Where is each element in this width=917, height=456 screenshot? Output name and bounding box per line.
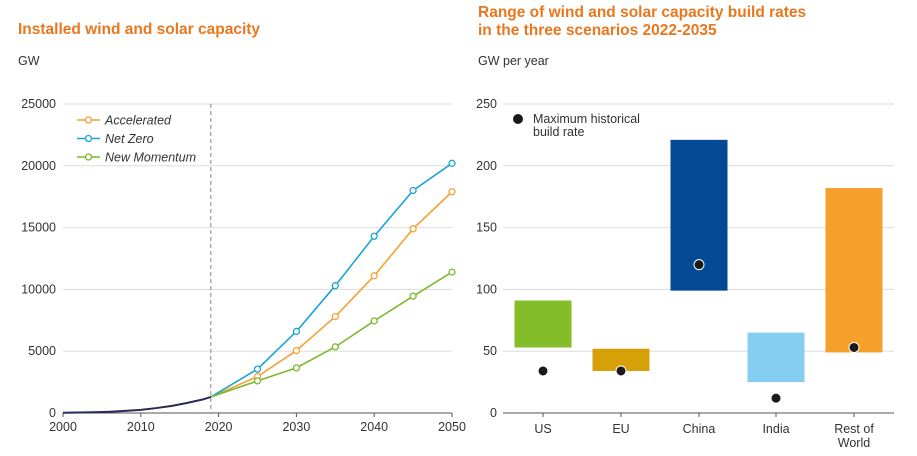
x-tick-label: 2000 — [49, 420, 77, 434]
max-historical-dot — [615, 365, 627, 377]
data-point — [292, 327, 301, 336]
y-tick-label: 0 — [49, 406, 56, 420]
data-point — [370, 317, 378, 325]
right-chart-title-line2: in the three scenarios 2022-2035 — [478, 22, 717, 39]
data-point — [448, 159, 456, 167]
y-tick-label: 200 — [476, 159, 497, 173]
y-tick-label: 15000 — [21, 221, 56, 235]
data-point — [331, 282, 339, 290]
x-tick-label: 2020 — [205, 420, 233, 434]
legend-marker — [513, 114, 523, 124]
range-bar — [825, 188, 883, 353]
data-point — [331, 343, 339, 351]
legend-marker — [84, 116, 93, 124]
y-tick-label: 10000 — [21, 282, 56, 296]
data-point — [292, 364, 301, 372]
right-chart-title-line1: Range of wind and solar capacity build r… — [478, 4, 807, 21]
x-tick-label: 2010 — [127, 420, 155, 434]
data-point — [409, 186, 417, 195]
data-point — [253, 365, 262, 373]
legend-label: Maximum historical — [533, 112, 640, 126]
data-point — [409, 225, 417, 233]
y-tick-label: 50 — [483, 344, 497, 358]
left-y-unit: GW — [18, 54, 40, 68]
x-tick-label: China — [683, 422, 716, 436]
x-tick-label: EU — [612, 422, 629, 436]
range-bar — [592, 348, 650, 371]
x-tick-label: 2040 — [360, 420, 388, 434]
data-point — [253, 377, 262, 385]
x-tick-label: 2050 — [438, 420, 466, 434]
data-point — [331, 312, 339, 321]
y-tick-label: 5000 — [28, 344, 56, 358]
y-tick-label: 150 — [476, 221, 497, 235]
legend-label: Accelerated — [104, 114, 172, 128]
x-tick-label: Rest of — [834, 422, 874, 436]
x-tick-label: World — [838, 436, 870, 450]
data-point — [370, 272, 378, 280]
legend-label: New Momentum — [105, 151, 196, 165]
max-historical-dot — [537, 365, 549, 377]
y-tick-label: 20000 — [21, 159, 56, 173]
data-point — [409, 292, 417, 300]
max-historical-dot — [848, 341, 860, 353]
range-bar — [747, 332, 805, 383]
data-point — [448, 268, 456, 276]
legend-label: build rate — [533, 125, 584, 139]
legend-marker — [84, 134, 93, 143]
x-tick-label: India — [762, 422, 789, 436]
right-y-unit: GW per year — [478, 54, 549, 68]
x-tick-label: 2030 — [282, 420, 310, 434]
y-tick-label: 0 — [490, 406, 497, 420]
left-chart-title: Installed wind and solar capacity — [18, 21, 261, 38]
range-bar — [514, 300, 572, 348]
data-point — [370, 232, 378, 240]
y-tick-label: 250 — [476, 97, 497, 111]
legend-marker — [84, 153, 93, 161]
max-historical-dot — [770, 392, 782, 404]
x-tick-label: US — [534, 422, 551, 436]
series-line — [210, 162, 453, 398]
history-line — [62, 395, 212, 414]
y-tick-label: 100 — [476, 282, 497, 296]
max-historical-dot — [693, 259, 705, 271]
legend-label: Net Zero — [105, 132, 154, 146]
y-tick-label: 25000 — [21, 97, 56, 111]
data-point — [448, 188, 456, 196]
data-point — [292, 346, 301, 355]
